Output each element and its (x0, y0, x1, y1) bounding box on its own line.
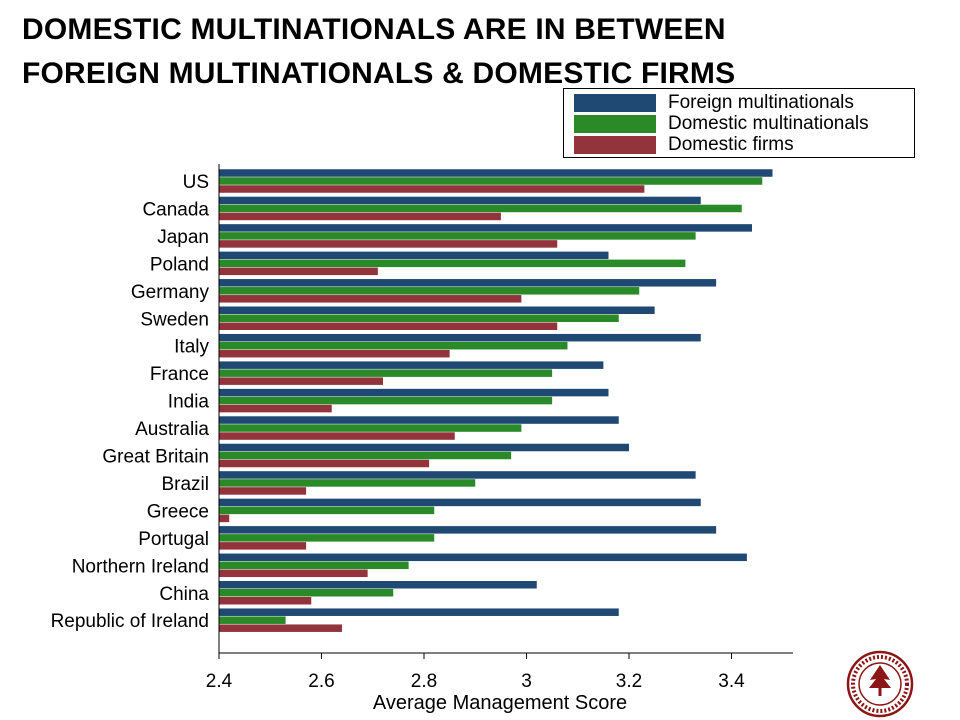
bar-domestic-firms-italy (219, 349, 450, 358)
page-title: DOMESTIC MULTINATIONALS ARE IN BETWEEN F… (22, 8, 735, 96)
category-label-china: China (159, 584, 209, 605)
page-title-line-1: DOMESTIC MULTINATIONALS ARE IN BETWEEN (22, 13, 726, 46)
bar-domestic-firms-brazil (219, 487, 307, 495)
bar-domestic-firms-australia (219, 432, 455, 440)
bar-domestic-multinationals-germany (219, 287, 640, 295)
bar-foreign-multinationals-portugal (219, 526, 717, 534)
bar-domestic-firms-poland (219, 267, 378, 276)
bar-domestic-firms-china (219, 597, 312, 605)
bar-foreign-multinationals-india (219, 388, 609, 397)
legend-swatch-domestic-multinationals (574, 115, 656, 133)
x-tick-label: 2.8 (411, 671, 437, 692)
legend-label-domestic-firms: Domestic firms (668, 134, 794, 155)
bar-domestic-firms-germany (219, 295, 522, 303)
bar-domestic-multinationals-republic-of-ireland (219, 616, 286, 624)
category-label-india: India (168, 392, 210, 413)
bar-domestic-firms-republic-of-ireland (219, 624, 342, 632)
legend-swatch-domestic-firms (574, 136, 656, 154)
university-seal-icon (846, 650, 914, 718)
category-label-brazil: Brazil (161, 474, 209, 495)
bar-domestic-firms-sweden (219, 322, 558, 330)
category-label-italy: Italy (174, 337, 209, 358)
bar-foreign-multinationals-germany (219, 279, 717, 287)
category-label-republic-of-ireland: Republic of Ireland (51, 611, 209, 632)
x-tick-label: 2.6 (308, 671, 334, 692)
bar-foreign-multinationals-canada (219, 196, 701, 205)
bar-foreign-multinationals-australia (219, 416, 619, 424)
category-label-australia: Australia (135, 419, 209, 440)
x-tick-label: 2.4 (206, 671, 233, 692)
bar-domestic-multinationals-portugal (219, 534, 435, 542)
x-tick-label: 3.2 (616, 671, 642, 692)
x-tick-label: 3 (521, 671, 532, 692)
bar-domestic-firms-portugal (219, 542, 307, 550)
category-label-france: France (150, 364, 209, 385)
bar-domestic-multinationals-brazil (219, 479, 476, 487)
bar-domestic-multinationals-canada (219, 204, 742, 213)
bar-foreign-multinationals-italy (219, 333, 701, 342)
bar-domestic-multinationals-italy (219, 341, 568, 350)
category-label-northern-ireland: Northern Ireland (72, 556, 209, 577)
bar-foreign-multinationals-northern-ireland (219, 553, 747, 562)
legend-swatch-foreign-multinationals (574, 94, 656, 112)
category-label-sweden: Sweden (140, 309, 209, 330)
bar-domestic-firms-great-britain (219, 459, 430, 468)
bar-domestic-multinationals-india (219, 396, 553, 405)
bar-foreign-multinationals-republic-of-ireland (219, 608, 619, 616)
bar-foreign-multinationals-france (219, 361, 604, 369)
bar-domestic-multinationals-china (219, 589, 394, 597)
x-tick-label: 3.4 (718, 671, 745, 692)
bar-domestic-multinationals-japan (219, 232, 696, 240)
bar-foreign-multinationals-poland (219, 251, 609, 260)
category-label-canada: Canada (142, 199, 209, 220)
legend-label-foreign-multinationals: Foreign multinationals (668, 92, 854, 113)
bar-foreign-multinationals-japan (219, 224, 752, 232)
bar-domestic-multinationals-sweden (219, 314, 619, 322)
bar-domestic-multinationals-australia (219, 424, 522, 432)
category-label-japan: Japan (157, 227, 209, 248)
bar-domestic-firms-france (219, 377, 383, 385)
bar-foreign-multinationals-greece (219, 498, 701, 507)
category-label-greece: Greece (147, 501, 209, 522)
bar-domestic-firms-japan (219, 240, 558, 248)
bar-domestic-multinationals-northern-ireland (219, 561, 409, 570)
x-axis-title: Average Management Score (373, 692, 627, 714)
bar-domestic-firms-india (219, 404, 332, 413)
bar-domestic-multinationals-france (219, 369, 553, 377)
bar-domestic-firms-us (219, 185, 645, 193)
category-label-germany: Germany (131, 282, 210, 303)
bar-foreign-multinationals-great-britain (219, 443, 629, 452)
page-title-line-2: FOREIGN MULTINATIONALS & DOMESTIC FIRMS (22, 57, 736, 90)
bar-domestic-multinationals-great-britain (219, 451, 512, 460)
category-label-great-britain: Great Britain (102, 447, 209, 468)
category-label-portugal: Portugal (138, 529, 209, 550)
bar-domestic-multinationals-us (219, 177, 763, 185)
bar-domestic-firms-canada (219, 212, 501, 221)
chart-legend: Foreign multinationals Domestic multinat… (563, 88, 915, 158)
bar-foreign-multinationals-brazil (219, 471, 696, 479)
bar-domestic-firms-northern-ireland (219, 569, 368, 578)
bar-foreign-multinationals-sweden (219, 306, 655, 314)
bar-domestic-firms-greece (219, 514, 230, 523)
bar-domestic-multinationals-greece (219, 506, 435, 515)
category-label-us: US (183, 172, 209, 193)
category-label-poland: Poland (150, 254, 209, 275)
bar-foreign-multinationals-china (219, 581, 537, 589)
legend-label-domestic-multinationals: Domestic multinationals (668, 113, 869, 134)
bar-foreign-multinationals-us (219, 169, 773, 177)
bar-domestic-multinationals-poland (219, 259, 686, 268)
